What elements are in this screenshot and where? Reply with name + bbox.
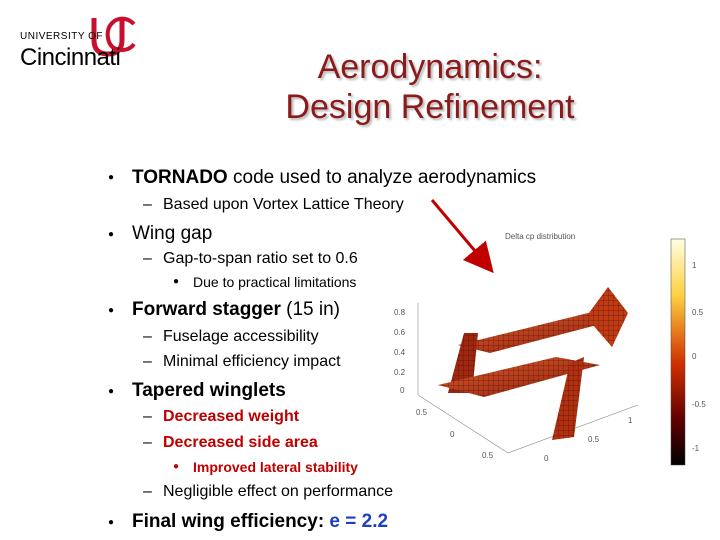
subsub-lateral-text: Improved lateral stability [193, 459, 358, 475]
x-tick: 0 [450, 430, 455, 439]
z-tick: 0.8 [394, 308, 406, 317]
sub-weight-text: Decreased weight [163, 408, 300, 425]
bullet-dot-icon: ● [173, 276, 180, 287]
colorbar [670, 238, 686, 466]
slide-title: Aerodynamics: Design Refinement [190, 47, 670, 127]
z-tick: 0.6 [394, 328, 406, 337]
tornado-rest: code used to analyze aerodynamics [227, 167, 537, 188]
sub-minimal-text: Minimal efficiency impact [163, 353, 341, 370]
sub-side-area-text: Decreased side area [163, 434, 318, 451]
colorbar-tick: -1 [692, 444, 700, 453]
z-tick: 0 [400, 386, 405, 395]
bullet-dot-icon [108, 229, 114, 240]
logo-university-of: UNIVERSITY OF [20, 31, 103, 42]
tornado-bold: TORNADO [132, 167, 228, 188]
stagger-bold: Forward stagger [132, 299, 281, 320]
dash-icon: – [143, 196, 152, 213]
bullet-dot-icon: ● [173, 461, 180, 472]
delta-cp-plot: Delta cp distribution 0.8 0.6 0.4 0.2 0 … [388, 225, 718, 470]
bullet-dot-icon [108, 172, 114, 183]
title-line-2: Design Refinement [285, 88, 575, 126]
plot-title: Delta cp distribution [505, 232, 575, 241]
sub-negligible-text: Negligible effect on performance [163, 483, 394, 500]
stagger-rest: (15 in) [280, 299, 341, 320]
university-logo: UNIVERSITY OF Cincinnati [18, 14, 140, 71]
wing-gap-text: Wing gap [132, 223, 213, 244]
x-tick: 0.5 [416, 408, 428, 417]
dash-icon: – [143, 250, 152, 267]
logo-name: Cincinnati [20, 44, 121, 71]
dash-icon: – [143, 434, 152, 451]
y-tick: 0.5 [588, 435, 600, 444]
colorbar-tick: 1 [692, 261, 697, 270]
y-tick: 0 [544, 454, 549, 463]
z-tick: 0.4 [394, 348, 406, 357]
colorbar-tick: 0 [692, 352, 697, 361]
dash-icon: – [143, 353, 152, 370]
dash-icon: – [143, 408, 152, 425]
title-line-1: Aerodynamics: [317, 48, 543, 86]
bullet-dot-icon [108, 386, 114, 397]
bullet-dot-icon [108, 517, 114, 528]
colorbar-tick: -0.5 [692, 400, 706, 409]
dash-icon: – [143, 483, 152, 500]
final-value: e = 2.2 [329, 511, 389, 532]
sub-gap-ratio-text: Gap-to-span ratio set to 0.6 [163, 250, 358, 267]
dash-icon: – [143, 328, 152, 345]
final-text: Final wing efficiency: [132, 511, 330, 532]
y-tick: 1 [628, 416, 633, 425]
x-tick: 0.5 [482, 451, 494, 460]
bullet-dot-icon [108, 305, 114, 316]
sub-vortex-text: Based upon Vortex Lattice Theory [163, 196, 404, 213]
z-tick: 0.2 [394, 368, 406, 377]
sub-fuselage-text: Fuselage accessibility [163, 328, 319, 345]
subsub-practical-text: Due to practical limitations [193, 274, 357, 290]
tapered-text: Tapered winglets [132, 380, 286, 401]
colorbar-tick: 0.5 [692, 308, 704, 317]
uc-mark-icon [91, 16, 136, 57]
